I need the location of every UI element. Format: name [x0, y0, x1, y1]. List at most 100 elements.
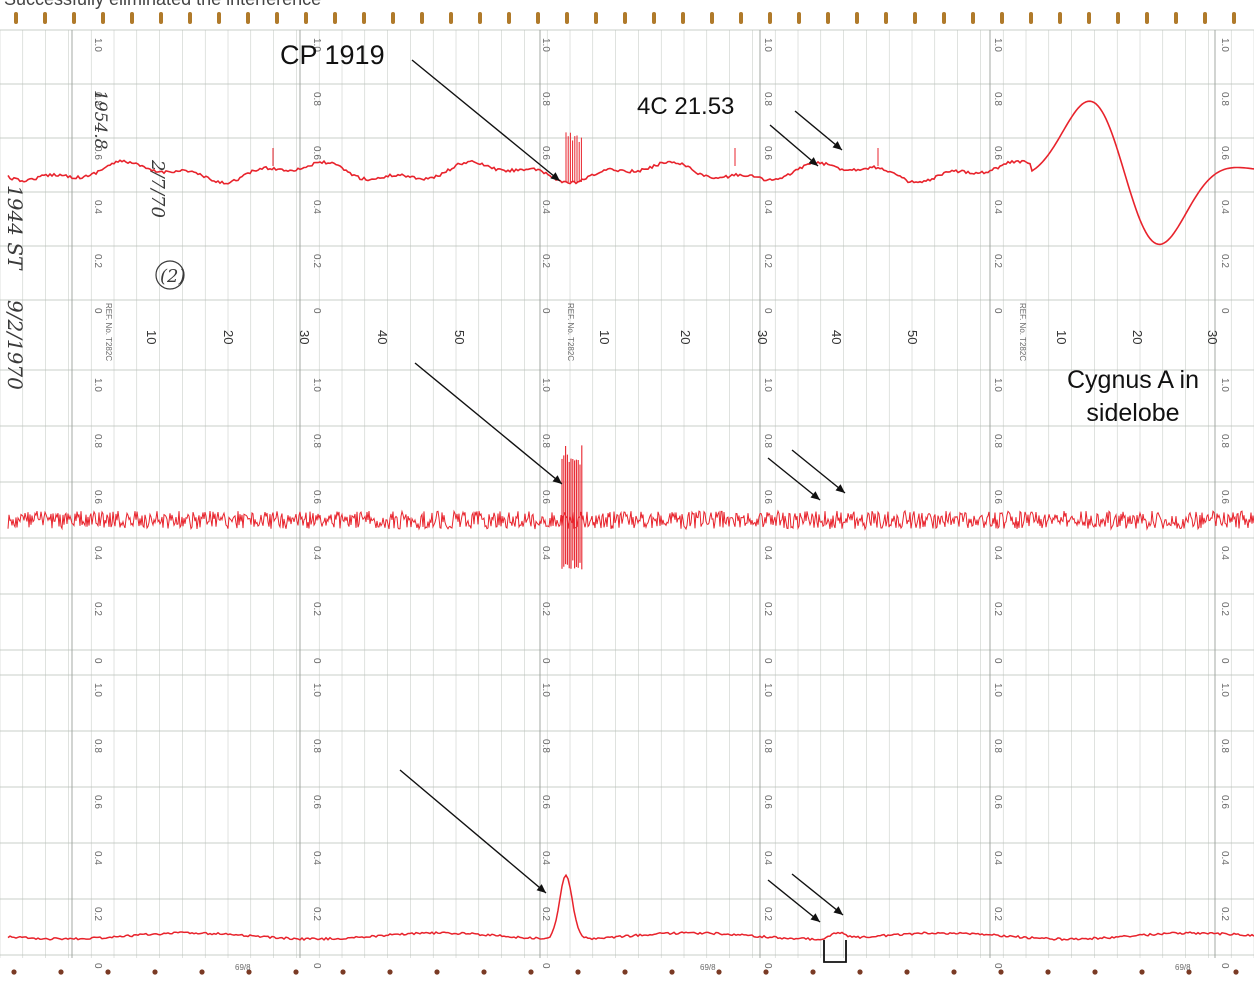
scale-tick-label: 0.4	[1219, 851, 1230, 865]
perforation-top	[942, 12, 946, 24]
perforation-top	[1116, 12, 1120, 24]
scale-tick-label: 0.8	[762, 434, 773, 448]
scale-tick-label: 0.2	[762, 254, 773, 268]
perforation-bottom	[340, 969, 346, 975]
scale-tick-label: 0	[92, 963, 103, 969]
scale-tick-label: 0.4	[92, 546, 103, 560]
scale-tick-label: 0.4	[311, 200, 322, 214]
scale-tick-label: 1.0	[92, 38, 103, 52]
scale-tick-label: 0.2	[311, 254, 322, 268]
minute-label: 40	[375, 330, 390, 344]
perforation-top	[14, 12, 18, 24]
scale-tick-label: 0.8	[762, 92, 773, 106]
perforation-top	[1232, 12, 1236, 24]
perforation-bottom	[998, 969, 1004, 975]
scale-tick-label: 1.0	[1219, 378, 1230, 392]
footer-code: 69/8	[1175, 963, 1191, 972]
scale-tick-label: 0.4	[92, 851, 103, 865]
scale-tick-label: 1.0	[992, 38, 1003, 52]
scale-tick-label: 0.2	[540, 602, 551, 616]
label-cp1919: CP 1919	[280, 40, 385, 70]
handwritten-circle	[155, 260, 185, 290]
annotation-arrow-line	[414, 362, 563, 485]
handwritten-note: 2/7/70	[147, 159, 168, 218]
perforation-top	[246, 12, 250, 24]
scale-tick-label: 1.0	[1219, 683, 1230, 697]
scale-tick-label: 0.6	[540, 490, 551, 504]
scale-tick-label: 1.0	[311, 378, 322, 392]
perforation-top	[391, 12, 395, 24]
minute-label: 30	[1205, 330, 1220, 344]
scale-tick-label: 0.4	[762, 851, 773, 865]
perforation-top	[826, 12, 830, 24]
perforation-top	[304, 12, 308, 24]
perforation-top	[362, 12, 366, 24]
minute-label: 40	[829, 330, 844, 344]
perforation-bottom	[857, 969, 863, 975]
scale-tick-label: 0.8	[311, 739, 322, 753]
scale-tick-label: 0	[92, 658, 103, 664]
scale-tick-label: 0.2	[1219, 907, 1230, 921]
perforation-top	[913, 12, 917, 24]
scale-tick-label: 0.2	[992, 254, 1003, 268]
footer-code: 69/8	[700, 963, 716, 972]
scale-tick-label: 0.2	[311, 602, 322, 616]
scale-tick-label: 0.8	[92, 739, 103, 753]
scale-tick-label: 0.4	[540, 546, 551, 560]
scale-tick-label: 0.4	[311, 546, 322, 560]
scale-tick-label: 0.8	[92, 434, 103, 448]
perforation-bottom	[11, 969, 17, 975]
perforation-bottom	[1092, 969, 1098, 975]
minute-label: 20	[221, 330, 236, 344]
perforation-top	[1029, 12, 1033, 24]
scale-tick-label: 1.0	[92, 683, 103, 697]
scale-tick-label: 0	[762, 963, 773, 969]
scale-tick-label: 0.8	[992, 92, 1003, 106]
perforation-bottom	[481, 969, 487, 975]
scale-tick-label: 0.6	[762, 146, 773, 160]
scale-tick-label: 0.6	[992, 146, 1003, 160]
perforation-top	[159, 12, 163, 24]
perforation-top	[594, 12, 598, 24]
perforation-top	[710, 12, 714, 24]
perforation-bottom	[951, 969, 957, 975]
annotation-arrow-line	[767, 879, 821, 923]
scale-tick-label: 0.4	[311, 851, 322, 865]
perforation-bottom	[293, 969, 299, 975]
scale-tick-label: 0.6	[92, 490, 103, 504]
annotation-arrow-line	[791, 449, 846, 494]
annotation-arrow-line	[411, 59, 561, 182]
signal-traces	[7, 100, 1254, 963]
scale-tick-label: 1.0	[92, 378, 103, 392]
perforation-top	[217, 12, 221, 24]
scale-tick-label: 1.0	[540, 683, 551, 697]
scale-tick-label: 0	[311, 963, 322, 969]
scale-tick-label: 1.0	[992, 683, 1003, 697]
perforation-bottom	[246, 969, 252, 975]
annotation-arrowhead	[550, 172, 560, 181]
label-4c2153: 4C 21.53	[637, 93, 735, 120]
perforation-top	[478, 12, 482, 24]
perforation-top	[420, 12, 424, 24]
scale-tick-label: 0.6	[540, 795, 551, 809]
perforation-bottom	[669, 969, 675, 975]
minute-label: 50	[452, 330, 467, 344]
scale-tick-label: 0.6	[992, 795, 1003, 809]
scale-tick-label: 0.6	[1219, 490, 1230, 504]
scale-tick-label: 0.2	[540, 907, 551, 921]
scale-tick-label: 0.2	[311, 907, 322, 921]
handwritten-note: 1954.8	[90, 90, 110, 150]
scale-tick-label: 0.4	[762, 200, 773, 214]
handwritten-note: 9/2/1970	[3, 300, 27, 390]
perforation-top	[623, 12, 627, 24]
scale-tick-label: 0.2	[540, 254, 551, 268]
ref-label: REF. No. T282C	[566, 303, 575, 361]
minute-label: 30	[755, 330, 770, 344]
scale-tick-label: 0	[92, 308, 103, 314]
perforation-top	[797, 12, 801, 24]
minute-label: 20	[1130, 330, 1145, 344]
perforation-bottom	[528, 969, 534, 975]
scale-tick-label: 1.0	[762, 683, 773, 697]
perforation-top	[884, 12, 888, 24]
